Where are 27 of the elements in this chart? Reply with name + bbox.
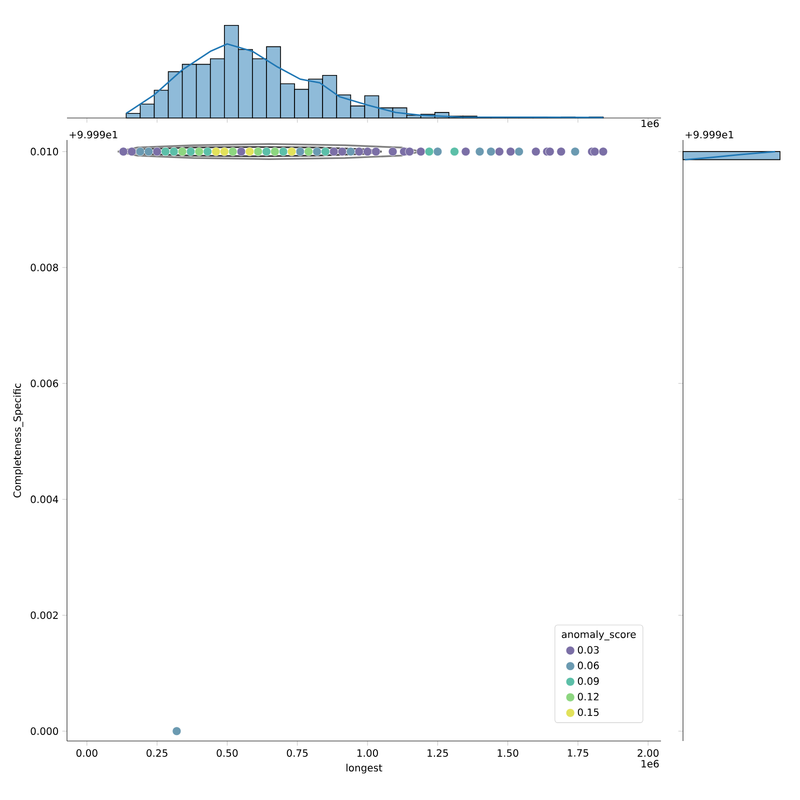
x-tick-label: 1.50 — [498, 749, 518, 757]
y-axis-title: Completeness_Specific — [13, 384, 24, 498]
legend-label: 0.12 — [578, 692, 598, 700]
x-tick-label: 0.75 — [286, 749, 308, 757]
text: +9.999e1 — [686, 130, 734, 138]
x-tick-label: 0.00 — [76, 749, 98, 757]
x-tick-label: 0.25 — [146, 749, 168, 757]
x-tick-label: 1.00 — [357, 749, 378, 757]
legend-label: 0.09 — [578, 677, 599, 685]
y-tick-label: 0.004 — [30, 496, 58, 504]
x-tick-label: 1.25 — [428, 749, 448, 757]
legend-title: anomaly_score — [562, 630, 636, 640]
text: +9.999e1 — [70, 130, 118, 138]
y-tick-label: 0.000 — [30, 727, 58, 735]
y-tick-label: 0.002 — [30, 611, 58, 620]
x-tick-label: 2.00 — [638, 749, 659, 757]
y-tick-label: 0.010 — [30, 148, 58, 156]
x-tick-label: 1.75 — [568, 749, 588, 757]
text: 1e6 — [642, 120, 659, 128]
x-tick-label: 0.50 — [216, 749, 238, 757]
legend-label: 0.15 — [578, 708, 599, 716]
y-tick-label: 0.008 — [30, 264, 58, 272]
legend-label: 0.03 — [578, 646, 599, 654]
text: 1e6 — [642, 760, 659, 768]
x-axis-title: longest — [346, 764, 382, 774]
legend-label: 0.06 — [578, 662, 599, 670]
y-tick-label: 0.006 — [30, 380, 58, 388]
